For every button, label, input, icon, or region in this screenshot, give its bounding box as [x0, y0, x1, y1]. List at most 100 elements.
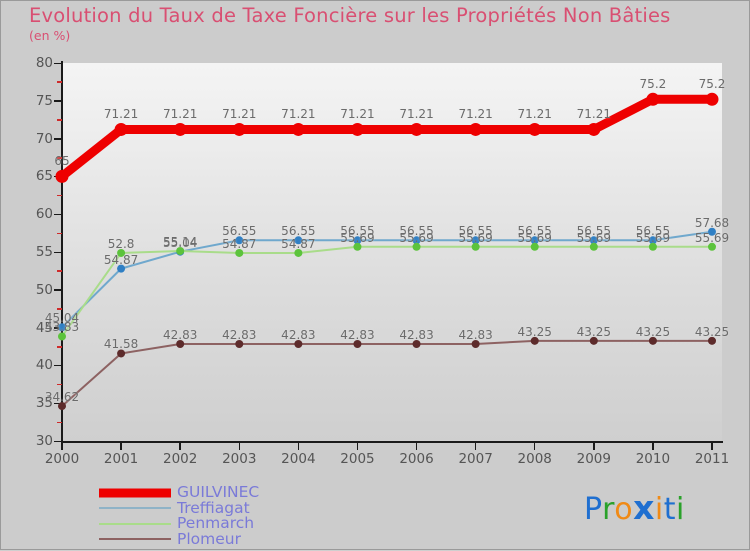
x-axis-tick — [711, 442, 713, 450]
point-value-label: 55.69 — [399, 230, 434, 245]
y-axis-tick — [54, 289, 62, 291]
logo-char-t: t — [663, 492, 677, 527]
point-value-label: 54.87 — [103, 252, 139, 267]
y-axis-label: 30 — [35, 433, 53, 449]
y-axis-tick — [54, 440, 62, 442]
legend-swatch — [99, 488, 171, 498]
data-point — [471, 340, 480, 349]
point-value-label: 56.55 — [222, 224, 257, 239]
y-axis-label: 45 — [35, 319, 53, 336]
data-point — [530, 236, 539, 245]
y-axis — [61, 61, 63, 443]
y-axis-label: 55 — [35, 244, 53, 260]
x-axis-tick — [61, 442, 63, 450]
y-axis-tick — [54, 251, 62, 253]
data-point — [235, 236, 244, 245]
x-axis-tick — [238, 442, 241, 450]
point-value-label: 56.55 — [281, 224, 316, 239]
point-value-label: 42.83 — [340, 328, 375, 342]
data-point — [530, 336, 539, 345]
proxiti-logo[interactable]: Proxiti — [584, 488, 685, 527]
data-point — [648, 236, 657, 245]
point-value-label: 75.2 — [698, 77, 726, 92]
point-value-label: 54.87 — [222, 236, 257, 251]
x-axis-tick — [593, 442, 595, 450]
x-axis-tick — [120, 442, 122, 450]
series-line-guilvinec — [57, 94, 717, 181]
y-axis-label: 60 — [35, 206, 53, 223]
data-point — [176, 340, 185, 349]
point-value-label: 71.21 — [162, 107, 198, 122]
y-axis-tick — [54, 213, 62, 216]
data-point — [528, 122, 542, 136]
point-value-label: 55.69 — [340, 230, 375, 245]
data-point — [58, 332, 66, 341]
point-value-label: 55.14 — [162, 234, 198, 249]
legend-label: Penmarch — [177, 514, 255, 532]
y-axis-minor-tick — [57, 81, 62, 83]
data-point — [114, 122, 128, 136]
point-value-label: 43.83 — [44, 320, 80, 335]
x-axis-label: 2000 — [44, 451, 80, 467]
data-point — [646, 92, 660, 106]
data-point — [708, 227, 716, 236]
y-axis-tick — [54, 138, 62, 140]
point-value-label: 41.58 — [103, 337, 139, 352]
point-value-label: 42.83 — [281, 328, 316, 342]
data-point — [469, 122, 483, 136]
data-point — [589, 242, 598, 251]
data-point — [173, 122, 187, 136]
point-value-label: 56.55 — [340, 224, 375, 239]
y-axis-label: 50 — [35, 281, 53, 298]
x-axis-label: 2004 — [281, 451, 316, 467]
data-point — [412, 236, 421, 245]
point-value-label: 55.69 — [517, 230, 552, 245]
point-value-label: 71.21 — [281, 107, 316, 122]
point-value-label: 71.21 — [340, 107, 375, 122]
point-value-label: 43.25 — [635, 324, 671, 339]
point-value-label: 55.69 — [694, 230, 730, 245]
data-point — [353, 242, 362, 251]
point-value-label: 71.21 — [576, 107, 611, 122]
series-line-treffiagat — [61, 230, 713, 329]
data-point — [589, 236, 598, 245]
data-point — [589, 336, 598, 345]
y-axis-minor-tick — [57, 421, 62, 424]
y-axis-tick — [54, 327, 62, 329]
y-axis-label: 70 — [35, 130, 53, 147]
point-value-label: 56.55 — [517, 224, 552, 239]
x-axis-label: 2011 — [694, 451, 730, 467]
point-value-label: 56.55 — [458, 224, 493, 239]
data-point — [235, 248, 244, 257]
y-axis-minor-tick — [57, 270, 62, 272]
logo-char-i1: i — [654, 492, 664, 527]
data-point — [353, 340, 362, 349]
data-point — [587, 122, 601, 136]
y-axis-minor-tick — [57, 346, 62, 348]
legend-swatch — [99, 522, 171, 525]
data-point — [117, 248, 126, 257]
legend-label: Treffiagat — [177, 498, 250, 517]
point-value-label: 54.87 — [281, 236, 316, 251]
series-line-plomeur — [61, 339, 713, 408]
point-value-label: 42.83 — [222, 328, 257, 342]
point-value-label: 71.21 — [222, 107, 257, 122]
point-value-label: 42.83 — [458, 328, 493, 342]
x-axis-tick — [297, 442, 300, 450]
logo-char-o: o — [614, 492, 634, 527]
data-point — [705, 92, 719, 106]
point-value-label: 43.25 — [576, 324, 611, 339]
y-axis-label: 40 — [35, 357, 53, 374]
data-point — [117, 349, 126, 358]
point-value-label: 55.04 — [162, 235, 198, 250]
x-axis-tick — [474, 442, 477, 450]
data-point — [412, 340, 421, 349]
x-axis-label: 2001 — [103, 451, 139, 467]
logo-char-r: r — [602, 492, 615, 527]
legend-label: GUILVINEC — [177, 483, 260, 501]
x-axis-tick — [533, 442, 536, 450]
page-title: Evolution du Taux de Taxe Foncière sur l… — [29, 4, 671, 27]
data-point — [235, 340, 244, 349]
data-point — [58, 323, 66, 332]
x-axis-tick — [415, 442, 418, 450]
